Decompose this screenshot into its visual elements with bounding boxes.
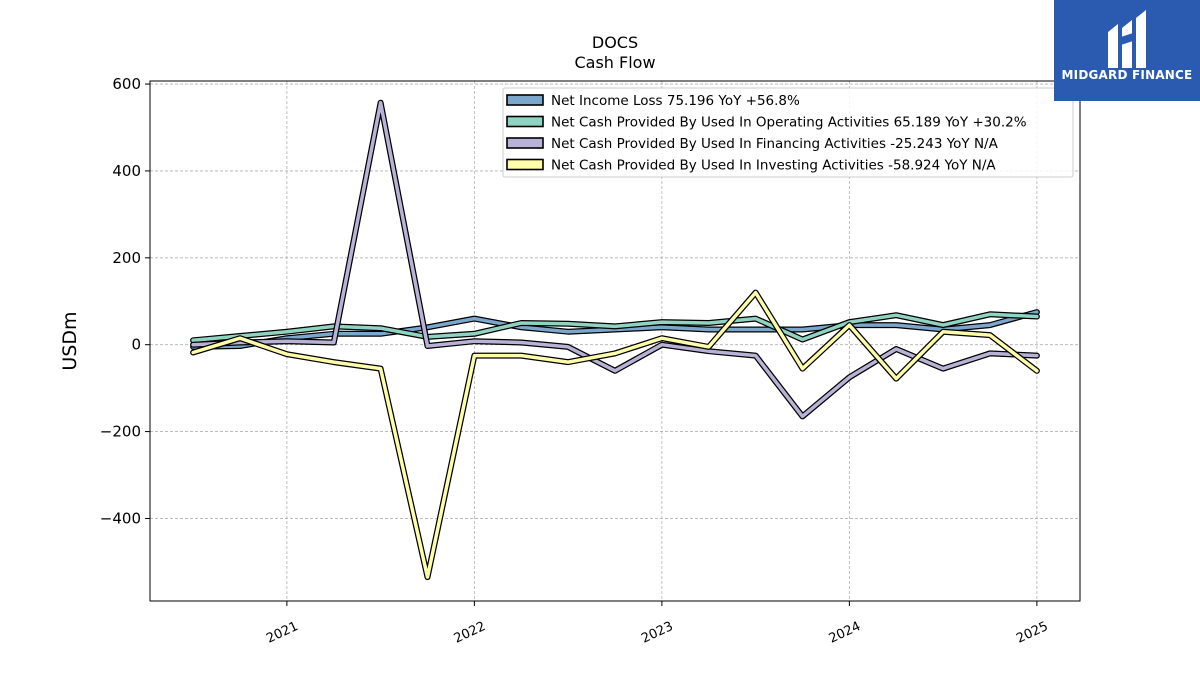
plot-area-frame xyxy=(149,80,1081,602)
legend-swatch xyxy=(506,94,544,106)
chart-title: DOCS xyxy=(592,33,638,52)
x-tick-label: 2024 xyxy=(827,619,863,647)
midgard-logo-icon xyxy=(1108,10,1146,68)
series-3 xyxy=(190,99,1040,420)
y-tick-label: −200 xyxy=(100,423,141,441)
y-tick-label: 0 xyxy=(131,336,141,354)
legend-entry: Net Cash Provided By Used In Investing A… xyxy=(551,158,996,174)
legend-box xyxy=(502,87,1074,178)
y-tick-label: 400 xyxy=(112,162,141,180)
legend-swatch xyxy=(506,158,544,171)
legend-entry: Net Income Loss 75.196 YoY +56.8% xyxy=(551,93,800,109)
series-2 xyxy=(190,311,1040,344)
midgard-finance-logo: MIDGARD FINANCE xyxy=(1054,0,1200,101)
x-tick-label: 2022 xyxy=(452,619,488,647)
chart-subtitle: Cash Flow xyxy=(574,53,655,72)
y-tick-label: −400 xyxy=(100,509,141,527)
series-line xyxy=(191,100,1039,419)
logo-text: MIDGARD FINANCE xyxy=(1061,68,1193,82)
y-tick-label: 200 xyxy=(112,249,141,267)
y-tick-label: 600 xyxy=(112,75,141,93)
legend-entry: Net Cash Provided By Used In Financing A… xyxy=(551,136,999,152)
legend-swatch xyxy=(506,137,544,149)
series-line xyxy=(191,290,1039,579)
series-4 xyxy=(190,289,1040,581)
y-axis-label: USDm xyxy=(59,311,81,370)
series-line xyxy=(191,312,1039,343)
legend-swatch xyxy=(506,115,544,128)
legend: Net Income Loss 75.196 YoY +56.8% Net Cas… xyxy=(502,87,1074,178)
x-tick-label: 2025 xyxy=(1014,619,1050,647)
legend-entry: Net Cash Provided By Used In Operating A… xyxy=(551,115,1027,131)
x-tick-label: 2023 xyxy=(639,619,675,647)
series-lines xyxy=(190,99,1040,581)
x-tick-label: 2021 xyxy=(264,619,300,647)
